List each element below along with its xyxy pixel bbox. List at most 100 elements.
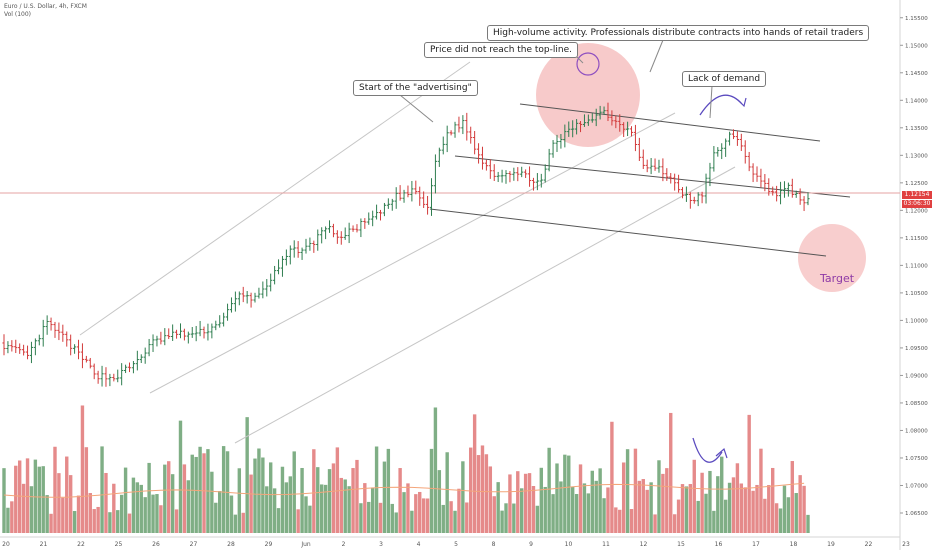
volume-bar xyxy=(61,497,65,533)
candle xyxy=(284,249,288,266)
volume-bar xyxy=(65,456,69,533)
candle xyxy=(394,187,398,209)
callout-high-volume: High-volume activity. Professionals dist… xyxy=(487,25,870,41)
y-tick-label: 1.14500 xyxy=(905,71,928,77)
candle xyxy=(602,106,606,115)
volume-bar xyxy=(512,503,516,533)
volume-bar xyxy=(559,481,563,533)
volume-bar xyxy=(41,466,45,533)
volume-bar xyxy=(453,510,457,533)
candle xyxy=(249,292,253,308)
candle xyxy=(425,195,430,215)
candle xyxy=(437,147,441,167)
volume-bar xyxy=(743,487,747,533)
y-tick-label: 1.07500 xyxy=(905,456,928,462)
volume-bar xyxy=(720,456,724,533)
y-tick-label: 1.08000 xyxy=(905,428,928,434)
candle xyxy=(210,323,214,339)
candle xyxy=(72,344,77,354)
volume-bar xyxy=(182,464,187,533)
annotation-background xyxy=(536,43,866,292)
volume-bar xyxy=(49,513,53,533)
candle xyxy=(563,124,567,148)
volume-bar xyxy=(653,514,657,533)
candle xyxy=(398,185,402,201)
candle xyxy=(469,126,473,144)
candle xyxy=(539,173,543,188)
volume-bar xyxy=(308,505,312,533)
volume-bar xyxy=(221,446,226,533)
volume-bar xyxy=(237,468,242,533)
volume-bar xyxy=(14,465,18,533)
volume-bar xyxy=(127,513,132,533)
volume-bar xyxy=(669,412,673,533)
x-tick-label: 15 xyxy=(677,541,685,548)
volume-bar xyxy=(555,463,559,533)
candle xyxy=(524,169,528,178)
y-tick-label: 1.06500 xyxy=(905,511,928,517)
volume-bar xyxy=(339,477,343,533)
volume-bar xyxy=(100,446,104,533)
candle xyxy=(127,362,132,373)
candle xyxy=(645,159,649,173)
volume-bar xyxy=(359,503,363,533)
trend-line xyxy=(519,103,821,142)
candle xyxy=(445,125,449,153)
volume-bar xyxy=(457,488,461,533)
y-tick-label: 1.07000 xyxy=(905,483,928,489)
volume-bar xyxy=(790,461,795,533)
x-tick-label: 26 xyxy=(152,541,160,548)
volume-bar xyxy=(319,484,324,533)
target-label: Target xyxy=(820,272,855,285)
candle xyxy=(473,131,477,155)
volume-bar xyxy=(767,485,771,533)
trend-line xyxy=(234,166,736,444)
candle xyxy=(245,291,249,304)
candle xyxy=(100,365,104,387)
volume-bar xyxy=(476,455,481,533)
volume-bar xyxy=(96,506,100,533)
annotation-foreground xyxy=(399,39,747,463)
x-tick-label: 11 xyxy=(602,541,610,548)
volume-bar xyxy=(472,414,477,533)
callout-pointer xyxy=(649,39,664,73)
top-line-highlight-circle xyxy=(576,52,600,76)
volume-arrow xyxy=(692,437,723,463)
x-tick-label: 12 xyxy=(640,541,648,548)
volume-bar xyxy=(253,458,257,533)
x-tick-label: 9 xyxy=(529,541,533,548)
volume-bar xyxy=(68,475,73,533)
volume-bar xyxy=(155,494,159,533)
volume-bar xyxy=(268,462,273,533)
candle xyxy=(641,149,645,170)
volume-bar xyxy=(621,462,626,533)
candle xyxy=(673,173,677,191)
candle xyxy=(755,166,759,182)
volume-bar xyxy=(229,495,234,533)
volume-bar xyxy=(167,461,171,533)
candle xyxy=(324,226,328,240)
candle xyxy=(367,212,371,225)
candle xyxy=(676,174,681,193)
candle xyxy=(355,224,359,233)
candle xyxy=(202,326,206,339)
candle xyxy=(155,335,159,347)
candle xyxy=(49,317,53,331)
candle xyxy=(316,229,320,251)
volume-bar xyxy=(347,486,351,533)
candle xyxy=(363,218,367,229)
candle xyxy=(198,320,202,337)
candle xyxy=(508,171,512,183)
candle xyxy=(371,210,375,227)
candle xyxy=(402,189,406,203)
volume-bar xyxy=(80,405,85,533)
volume-bar xyxy=(778,508,783,533)
volume-bar xyxy=(500,510,504,533)
candle xyxy=(84,355,88,363)
volume-bar xyxy=(782,485,787,533)
volume-bar xyxy=(10,501,14,533)
candle xyxy=(567,121,571,137)
candle xyxy=(22,344,26,356)
candle xyxy=(802,196,806,212)
candle xyxy=(716,147,720,157)
